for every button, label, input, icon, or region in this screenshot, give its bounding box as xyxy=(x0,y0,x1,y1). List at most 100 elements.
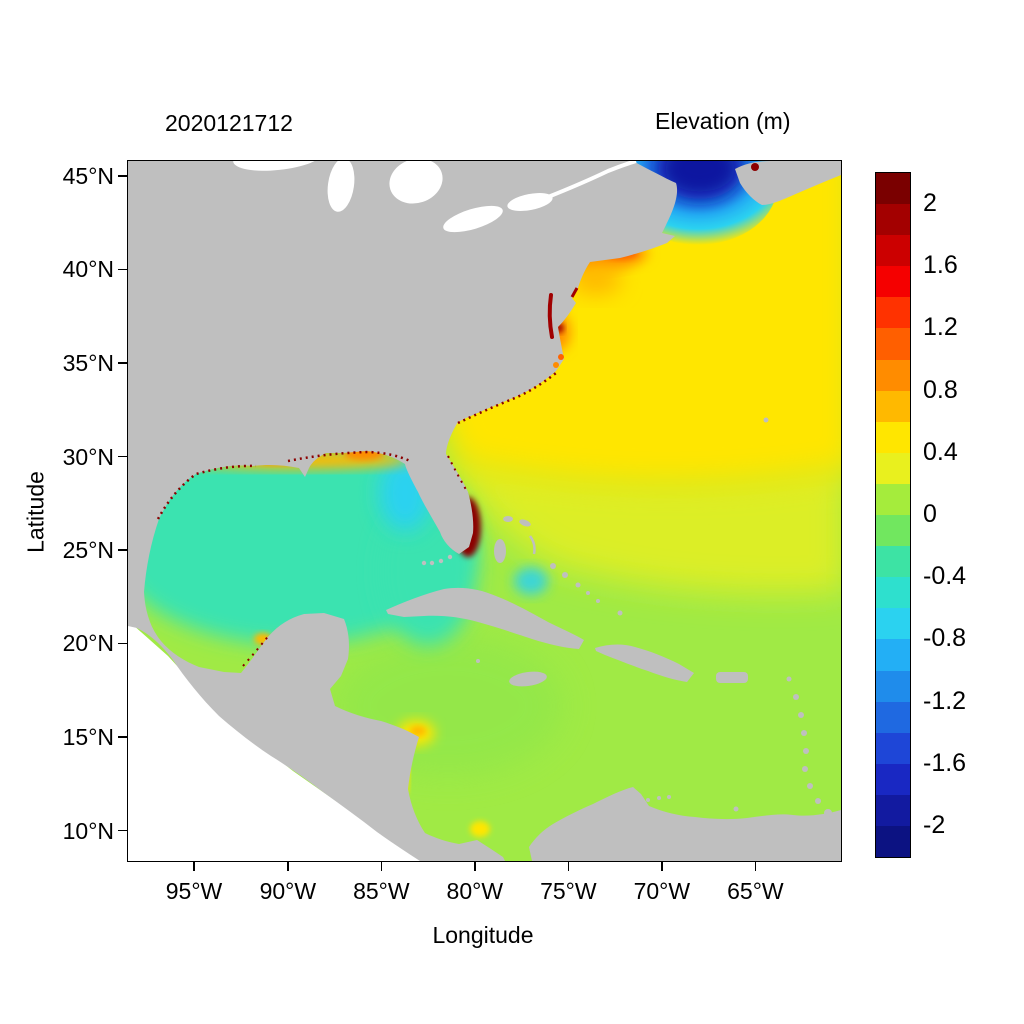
colorbar-tick-label: -1.6 xyxy=(923,748,967,777)
land-layer xyxy=(128,161,841,861)
y-tick-mark xyxy=(118,175,127,177)
y-tick-label: 15°N xyxy=(62,724,114,750)
colorbar-band xyxy=(876,359,910,391)
x-tick-mark xyxy=(754,862,757,871)
land-florida-keys xyxy=(421,554,453,566)
x-tick-label: 75°W xyxy=(540,878,597,904)
pacific-outside-domain xyxy=(128,620,433,861)
honduras-orange-core xyxy=(410,726,426,736)
colorbar-tick-label: 2 xyxy=(923,189,937,218)
texas-coast-speckles xyxy=(156,464,257,520)
lake-erie xyxy=(443,205,503,233)
colorbar-band xyxy=(876,732,910,764)
run-timestamp-title: 2020121712 xyxy=(165,110,293,136)
land-bermuda xyxy=(763,417,769,423)
colorbar xyxy=(875,172,911,858)
y-tick-label: 40°N xyxy=(62,256,114,283)
great-lakes xyxy=(233,161,637,233)
land-nova-scotia xyxy=(735,161,841,205)
coastal-red-speckles xyxy=(156,287,579,667)
map-canvas xyxy=(128,161,841,861)
colorbar-band xyxy=(876,266,910,298)
lake-huron xyxy=(389,161,443,204)
colorbar-tick-label: 1.2 xyxy=(923,313,958,342)
x-tick-mark xyxy=(380,862,383,871)
colorbar-band xyxy=(876,546,910,578)
y-tick-label: 35°N xyxy=(62,349,114,376)
y-tick-mark xyxy=(118,736,127,738)
y-tick-label: 30°N xyxy=(62,443,114,470)
x-tick-label: 80°W xyxy=(446,878,504,904)
y-tick-label: 10°N xyxy=(62,817,114,844)
chesapeake-bay-red xyxy=(547,293,554,339)
colorbar-band xyxy=(876,608,910,640)
colorbar-tick-label: 0 xyxy=(923,500,937,528)
bahamas-teal-patch xyxy=(514,567,548,595)
midatlantic-transition-band xyxy=(448,451,841,594)
x-axis-label: Longitude xyxy=(432,922,534,948)
colorbar-tick-label: -1.2 xyxy=(923,686,967,715)
colorbar-band xyxy=(876,794,910,826)
x-tick-label: 90°W xyxy=(259,878,317,904)
colorbar-band xyxy=(876,390,910,422)
colorbar-band xyxy=(876,452,910,484)
colorbar-tick-label: 1.6 xyxy=(923,251,958,280)
colorbar-tick-label: 0.4 xyxy=(923,437,958,466)
colorbar-band xyxy=(876,204,910,236)
colorbar-band xyxy=(876,577,910,609)
map-plot-area xyxy=(127,160,842,862)
y-tick-label: 25°N xyxy=(62,537,114,564)
x-tick-label: 85°W xyxy=(353,878,410,904)
yucatan-coast-speckles xyxy=(242,633,271,667)
y-tick-mark xyxy=(118,362,127,364)
y-tick-label: 20°N xyxy=(62,630,114,657)
panama-yellow xyxy=(470,821,490,837)
gulf-of-maine-core xyxy=(658,161,742,199)
colorbar-tick-label: 0.8 xyxy=(923,375,958,404)
colorbar-band xyxy=(876,297,910,329)
colorbar-band xyxy=(876,328,910,360)
y-tick-mark xyxy=(118,829,127,832)
delaware-bay-red xyxy=(570,287,579,298)
colorbar-band xyxy=(876,670,910,702)
lake-ontario xyxy=(507,193,553,211)
land-cuba xyxy=(386,587,584,649)
colorbar-band xyxy=(876,639,910,671)
colorbar-band xyxy=(876,701,910,733)
fundy-head-red-speck xyxy=(751,163,759,171)
x-tick-mark xyxy=(661,862,663,871)
land-puerto-rico xyxy=(716,672,748,683)
colorbar-band xyxy=(876,515,910,547)
lake-superior xyxy=(233,161,323,171)
x-tick-mark xyxy=(193,862,195,871)
colorbar-band xyxy=(876,421,910,453)
colorbar-tick-label: -0.4 xyxy=(923,562,967,591)
pamlico-speck-1 xyxy=(558,354,564,360)
land-jamaica xyxy=(509,671,547,687)
x-tick-label: 95°W xyxy=(165,878,223,904)
colorbar-band xyxy=(876,763,910,795)
y-tick-mark xyxy=(118,549,127,551)
y-tick-label: 45°N xyxy=(62,162,114,189)
lake-michigan xyxy=(327,161,355,212)
land-south-america xyxy=(529,787,841,861)
colorbar-band xyxy=(876,235,910,267)
colorbar-tick-label: -2 xyxy=(923,810,946,839)
land-north-america xyxy=(128,161,678,861)
x-tick-mark xyxy=(474,862,476,871)
colorbar-tick-label: -0.8 xyxy=(923,624,967,653)
y-tick-mark xyxy=(118,642,127,645)
st-lawrence-river xyxy=(547,161,637,199)
x-tick-mark xyxy=(567,862,570,871)
land-lesser-antilles xyxy=(476,417,832,817)
colorbar-band xyxy=(876,173,910,205)
y-tick-mark xyxy=(118,268,127,271)
x-tick-label: 65°W xyxy=(727,878,784,904)
colorbar-title: Elevation (m) xyxy=(655,108,791,134)
land-hispaniola xyxy=(595,644,694,682)
x-tick-mark xyxy=(287,862,289,871)
pamlico-speck-2 xyxy=(553,362,559,368)
florida-coast-speckles xyxy=(447,455,469,494)
colorbar-band xyxy=(876,825,910,858)
